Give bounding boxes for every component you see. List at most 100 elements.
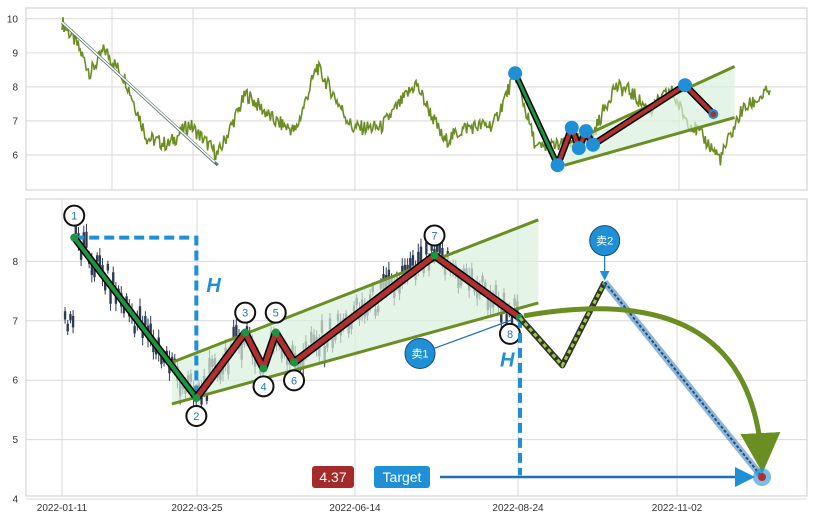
height-marker-dashed (74, 235, 199, 399)
overview-y-tick-label: 9 (12, 48, 18, 59)
candle-body (69, 314, 72, 321)
overview-plot (60, 17, 771, 173)
overview-trend-arrow (61, 21, 216, 163)
overview-y-tick-label: 6 (12, 150, 18, 161)
candle-body (441, 247, 444, 262)
candle-body (90, 260, 94, 275)
height-marker-label: H (206, 275, 221, 297)
pattern-x-tick-label: 2022-08-24 (492, 503, 544, 514)
pattern-x-tick-label: 2022-11-02 (652, 503, 703, 514)
candle-body (93, 268, 96, 278)
candle-body (438, 243, 441, 254)
pattern-x-tick-label: 2022-06-14 (329, 503, 381, 514)
overview-pattern-point (678, 78, 693, 93)
overview-pattern-point (564, 120, 579, 135)
target-curve-arrow (523, 306, 781, 474)
candle-body (409, 258, 412, 271)
candle-body (122, 304, 126, 314)
candle-body (232, 326, 235, 342)
pattern-point-label: 2 (193, 411, 199, 423)
overview-y-tick-label: 10 (7, 14, 19, 25)
candle-body (103, 282, 107, 291)
pattern-plot: H 1 2 3 4 5 6 7 8 H 卖1 卖2 4.37 Target (63, 204, 781, 489)
overview-pattern-point (586, 137, 600, 152)
sell-signal-label: 卖2 (596, 235, 613, 248)
target-label-text: Target (383, 469, 422, 485)
pattern-point-label: 1 (71, 211, 77, 223)
pattern-point-dot (430, 251, 439, 260)
candle-body (66, 323, 69, 332)
target-value-badge (312, 466, 354, 489)
candle-body (109, 289, 112, 304)
overview-y-ticks: 10 9 8 7 6 (7, 14, 19, 161)
pattern-y-tick-label: 8 (12, 257, 18, 268)
candle-body (149, 323, 152, 339)
candle-body (106, 264, 110, 271)
candle-body (425, 242, 428, 255)
candle-body (205, 394, 209, 401)
candle-body (79, 247, 83, 260)
pattern-point-marker (252, 375, 275, 398)
sell-signal-label: 卖1 (411, 347, 428, 360)
pattern-point-marker (423, 224, 446, 247)
pattern-point-marker (185, 405, 208, 428)
pattern-point-dot (259, 364, 268, 373)
pattern-channel-upper (171, 218, 539, 364)
candle-body (98, 255, 102, 270)
sell-signal-1-pointer (433, 319, 513, 350)
pattern-point-marker (234, 301, 257, 324)
overview-down-leg (513, 72, 559, 166)
candle-body (133, 325, 136, 334)
candle-body (419, 246, 423, 263)
pattern-point-dot (290, 358, 299, 367)
target-label-badge (374, 466, 430, 489)
candle-body (112, 272, 115, 284)
overview-pattern-point (508, 66, 523, 81)
overview-y-tick-label: 7 (12, 116, 18, 127)
pattern-y-ticks: 8 7 6 5 4 (12, 257, 18, 506)
candle-body (63, 311, 67, 320)
target-value-text: 4.37 (319, 469, 346, 485)
pattern-point-label: 8 (507, 329, 513, 341)
pattern-point-label: 4 (260, 381, 266, 393)
candle-body (144, 315, 147, 326)
pattern-y-tick-label: 7 (12, 316, 18, 327)
candle-body (505, 314, 508, 325)
pattern-x-ticks: 2022-01-11 2022-03-25 2022-06-14 2022-08-24… (37, 503, 703, 514)
overview-pattern-point (578, 124, 593, 139)
projection-height-label: H (500, 349, 515, 371)
candle-body (235, 325, 238, 339)
pattern-point-label: 3 (242, 308, 248, 320)
pattern-point-label: 6 (291, 375, 297, 387)
pattern-down-leg (72, 236, 198, 400)
candle-body (125, 296, 128, 303)
candle-body (160, 355, 163, 365)
candle-body (411, 255, 415, 266)
pattern-point-dot (241, 328, 250, 337)
pattern-point-marker (264, 301, 287, 324)
target-point (758, 473, 766, 482)
overview-pattern-point (550, 158, 565, 173)
pattern-point-label: 5 (273, 308, 279, 320)
overview-y-tick-label: 8 (12, 82, 18, 93)
pattern-x-tick-label: 2022-01-11 (37, 503, 88, 514)
candle-body (417, 251, 420, 269)
pattern-point-dot (271, 328, 280, 337)
pattern-y-tick-label: 4 (12, 495, 18, 506)
pattern-x-tick-label: 2022-03-25 (171, 503, 223, 514)
candle-body (510, 316, 514, 330)
candle-body (500, 309, 503, 323)
overview-channel-lower (564, 116, 736, 167)
pattern-point-dot (70, 233, 79, 242)
pattern-point-label: 7 (431, 230, 437, 242)
overview-pattern-end-dot (710, 111, 717, 118)
sell-signal-marker (404, 337, 436, 369)
pattern-point-marker (283, 369, 306, 392)
candle-body (71, 315, 75, 328)
candle-body (85, 231, 88, 248)
pattern-point-dot (192, 394, 201, 403)
candle-body (74, 223, 77, 234)
forecast-zigzag (518, 281, 607, 368)
forecast-drop (603, 281, 763, 478)
